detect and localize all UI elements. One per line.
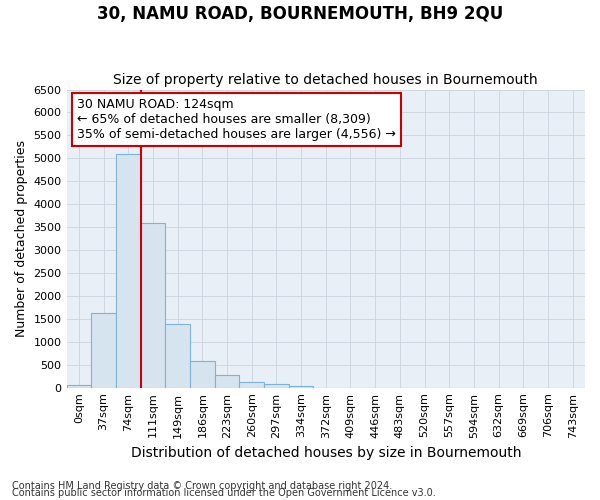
Bar <box>91 314 116 388</box>
Bar <box>239 382 264 388</box>
Y-axis label: Number of detached properties: Number of detached properties <box>15 140 28 337</box>
Bar <box>116 154 140 388</box>
Bar <box>190 361 215 388</box>
X-axis label: Distribution of detached houses by size in Bournemouth: Distribution of detached houses by size … <box>131 446 521 460</box>
Text: 30, NAMU ROAD, BOURNEMOUTH, BH9 2QU: 30, NAMU ROAD, BOURNEMOUTH, BH9 2QU <box>97 5 503 23</box>
Text: Contains HM Land Registry data © Crown copyright and database right 2024.: Contains HM Land Registry data © Crown c… <box>12 481 392 491</box>
Bar <box>264 384 289 388</box>
Bar <box>215 376 239 388</box>
Title: Size of property relative to detached houses in Bournemouth: Size of property relative to detached ho… <box>113 73 538 87</box>
Bar <box>289 386 313 388</box>
Text: 30 NAMU ROAD: 124sqm
← 65% of detached houses are smaller (8,309)
35% of semi-de: 30 NAMU ROAD: 124sqm ← 65% of detached h… <box>77 98 396 142</box>
Bar <box>140 224 165 388</box>
Bar <box>165 324 190 388</box>
Bar <box>67 385 91 388</box>
Text: Contains public sector information licensed under the Open Government Licence v3: Contains public sector information licen… <box>12 488 436 498</box>
